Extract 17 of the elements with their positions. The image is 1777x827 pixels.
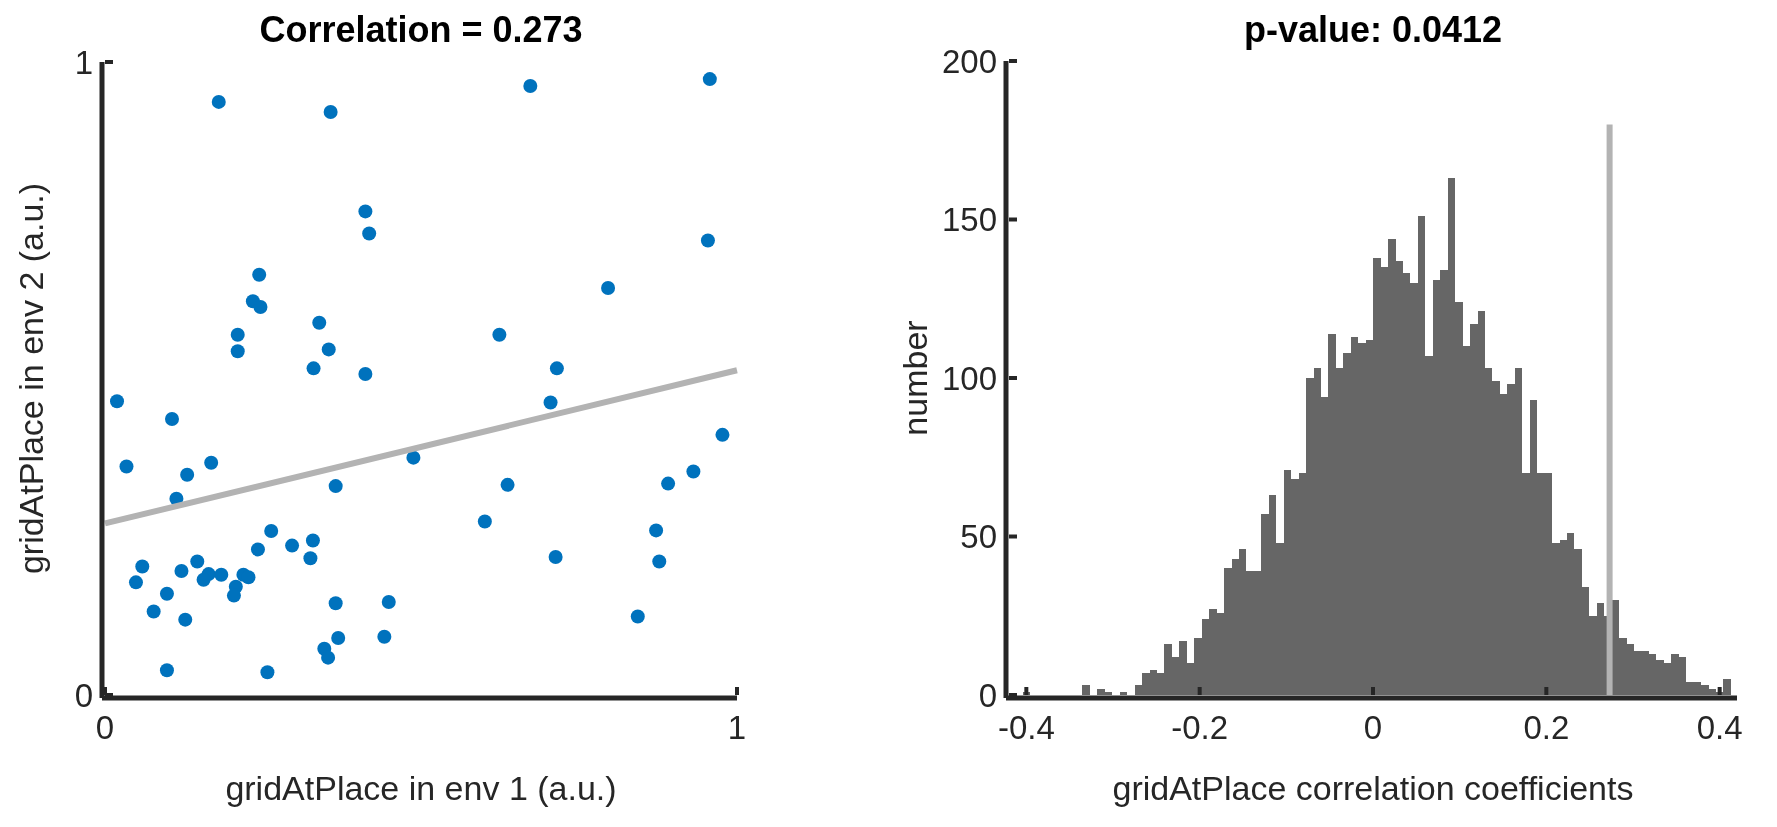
chart-title: Correlation = 0.273: [259, 9, 583, 50]
y-tick-label: 200: [941, 42, 997, 80]
y-axis-title: number: [896, 320, 934, 436]
x-tick-label: -0.4: [997, 709, 1055, 746]
y-tick-label: 100: [941, 359, 997, 397]
chart-title: p-value: 0.0412: [1243, 9, 1503, 50]
x-tick-label: 1: [727, 709, 747, 746]
x-tick-label: 0.4: [1696, 709, 1743, 746]
x-axis-title: gridAtPlace correlation coefficients: [1112, 769, 1634, 807]
y-tick-label: 0: [978, 676, 997, 714]
x-axis-title: gridAtPlace in env 1 (a.u.): [225, 769, 617, 807]
x-tick-label: 0: [1363, 709, 1383, 746]
y-tick-label: 150: [941, 201, 997, 239]
y-axis-title: gridAtPlace in env 2 (a.u.): [12, 182, 50, 575]
x-tick-label: -0.2: [1171, 709, 1229, 746]
y-tick-label: 50: [960, 518, 997, 556]
x-tick-label: 0.2: [1523, 709, 1570, 746]
